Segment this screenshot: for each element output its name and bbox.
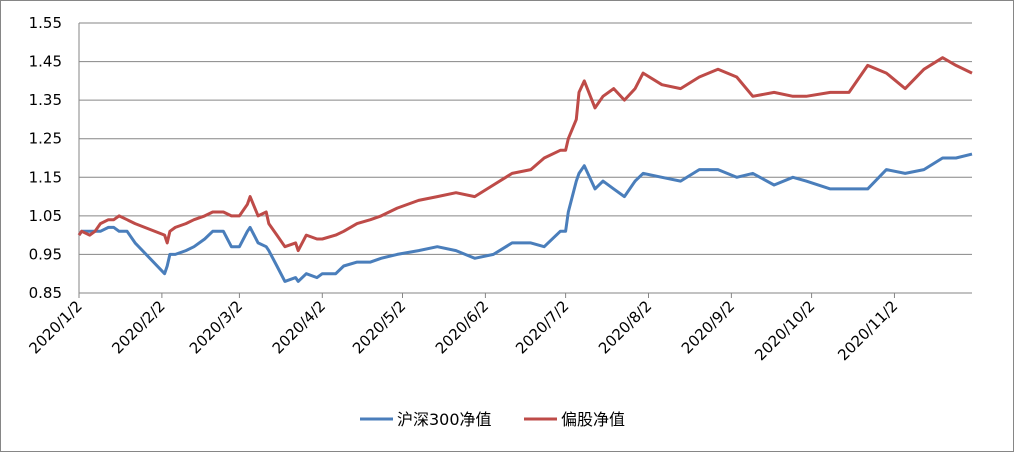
legend-label-equity-fund: 偏股净值 bbox=[561, 410, 625, 429]
y-tick-label: 1.45 bbox=[29, 53, 62, 71]
x-tick-label: 2020/6/2 bbox=[432, 297, 492, 357]
x-tick-label: 2020/10/2 bbox=[751, 297, 818, 364]
x-tick-label: 2020/8/2 bbox=[595, 297, 655, 357]
y-tick-label: 0.95 bbox=[29, 245, 62, 263]
legend-label-hs300: 沪深300净值 bbox=[397, 410, 492, 429]
series-line-hs300 bbox=[77, 152, 973, 283]
series-lines bbox=[77, 56, 973, 283]
x-tick-labels: 2020/1/2 2020/2/2 2020/3/2 2020/4/2 2020/5/2… bbox=[25, 293, 901, 364]
y-tick-label: 0.85 bbox=[29, 284, 62, 302]
axes bbox=[78, 23, 972, 294]
gridlines bbox=[79, 22, 972, 255]
y-tick-label: 1.05 bbox=[29, 207, 62, 225]
series-line-equity-fund bbox=[77, 56, 973, 253]
y-tick-label: 1.35 bbox=[29, 91, 62, 109]
x-tick-label: 2020/5/2 bbox=[349, 297, 409, 357]
x-tick-label: 2020/3/2 bbox=[186, 297, 246, 357]
x-tick-label: 2020/2/2 bbox=[108, 297, 168, 357]
x-tick-label: 2020/11/2 bbox=[834, 297, 901, 364]
legend: 沪深300净值 偏股净值 bbox=[360, 410, 625, 429]
y-tick-label: 1.15 bbox=[29, 168, 62, 186]
x-tick-label: 2020/9/2 bbox=[678, 297, 738, 357]
x-tick-label: 2020/4/2 bbox=[269, 297, 329, 357]
x-tick-label: 2020/7/2 bbox=[512, 297, 572, 357]
y-tick-label: 1.55 bbox=[29, 14, 62, 32]
x-tick-label: 2020/1/2 bbox=[25, 297, 85, 357]
y-tick-label: 1.25 bbox=[29, 130, 62, 148]
y-tick-labels: 0.85 0.95 1.05 1.15 1.25 1.35 1.45 1.55 bbox=[29, 14, 62, 302]
